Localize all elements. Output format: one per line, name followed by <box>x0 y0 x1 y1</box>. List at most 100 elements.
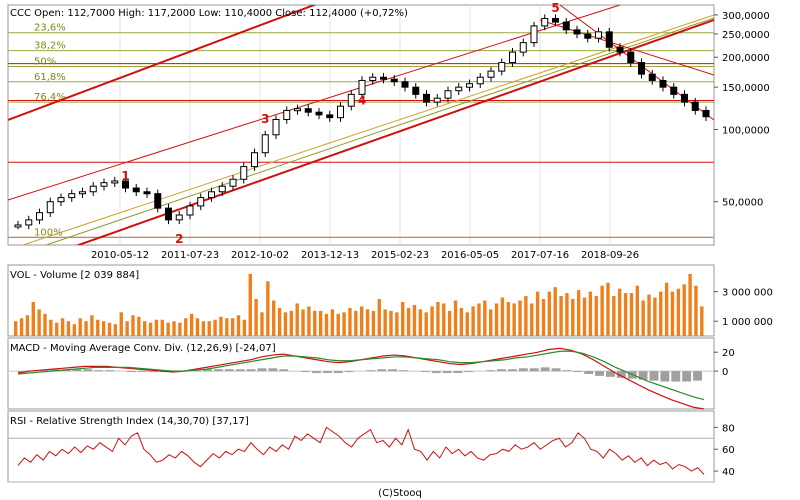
volume-bar <box>553 287 557 336</box>
volume-bar <box>483 300 487 336</box>
macd-histogram-bar <box>442 371 452 374</box>
volume-bar <box>207 321 211 336</box>
wave-label: 5 <box>551 1 559 15</box>
fibonacci-label: 50% <box>34 56 56 67</box>
x-tick-label: 2015-02-23 <box>371 250 429 261</box>
volume-bar <box>266 281 270 336</box>
volume-bar <box>324 313 329 336</box>
macd-histogram-bar <box>224 369 234 372</box>
candle-body <box>14 224 22 228</box>
candle-body <box>229 178 237 187</box>
macd-histogram-bar <box>105 370 114 372</box>
volume-bar <box>318 310 323 336</box>
fibonacci-label: 100% <box>34 227 63 238</box>
volume-bar <box>535 291 540 336</box>
trend-line <box>8 5 621 201</box>
macd-histogram-bar <box>682 371 692 382</box>
volume-bar <box>184 318 188 336</box>
volume-bar <box>37 309 41 336</box>
macd-histogram-bar <box>333 371 343 374</box>
volume-bar <box>594 296 598 336</box>
candle-body <box>487 70 495 78</box>
volume-bar <box>277 307 282 336</box>
macd-histogram-bar <box>344 371 354 373</box>
volume-bar <box>272 300 276 336</box>
candle-body <box>165 207 172 221</box>
macd-histogram-bar <box>257 368 267 372</box>
volume-bar <box>559 296 563 336</box>
volume-bar <box>641 300 645 336</box>
volume-bar <box>14 321 18 336</box>
candle-body <box>79 191 86 195</box>
volume-bar <box>248 273 252 336</box>
candle-body <box>476 76 484 85</box>
volume-bar <box>606 282 610 336</box>
candle-body <box>573 29 581 35</box>
volume-bar <box>66 321 71 336</box>
candle-body <box>186 205 194 216</box>
volume-bar <box>260 312 264 336</box>
candle-body <box>627 51 635 64</box>
candle-body <box>519 42 527 53</box>
candle-body <box>100 182 108 187</box>
macd-histogram-bar <box>377 369 387 372</box>
volume-bar <box>465 312 469 336</box>
fibonacci-label: 61,8% <box>34 72 66 83</box>
candle-body <box>670 86 678 95</box>
macd-histogram-bar <box>279 369 289 372</box>
candle-body <box>498 62 506 72</box>
macd-histogram-bar <box>562 370 572 372</box>
volume-bar <box>401 301 405 336</box>
macd-tick-label: 0 <box>722 367 728 378</box>
wave-label: 1 <box>121 169 129 183</box>
macd-histogram-bar <box>464 371 474 373</box>
volume-bar <box>55 322 59 336</box>
candle-body <box>433 97 441 103</box>
macd-histogram-bar <box>606 371 615 377</box>
volume-bar <box>25 315 30 336</box>
volume-bar <box>148 322 153 336</box>
price-tick-label: 250,0000 <box>722 30 770 41</box>
candle-body <box>283 109 291 121</box>
candle-body <box>423 93 430 103</box>
volume-bar <box>612 296 616 336</box>
macd-histogram-bar <box>671 371 681 382</box>
macd-histogram-bar <box>322 371 332 374</box>
candle-body <box>36 212 43 221</box>
volume-bar <box>694 285 698 336</box>
macd-histogram-bar <box>268 368 278 372</box>
volume-bar <box>670 291 675 336</box>
volume-bar <box>60 318 65 336</box>
volume-bar <box>512 303 516 336</box>
macd-histogram-bar <box>540 367 550 372</box>
volume-bar <box>84 321 88 336</box>
macd-histogram-bar <box>192 370 202 372</box>
volume-bar <box>354 310 358 336</box>
macd-histogram-bar <box>508 369 517 372</box>
volume-bar <box>383 309 387 336</box>
macd-histogram-bar <box>246 369 256 372</box>
macd-histogram-bar <box>573 371 583 373</box>
wave-label: 4 <box>358 93 366 107</box>
volume-bar <box>459 307 464 336</box>
volume-bar <box>131 315 135 336</box>
candle-body <box>154 193 162 209</box>
volume-bar <box>19 318 24 336</box>
volume-bar <box>489 309 493 336</box>
candle-body <box>530 25 538 44</box>
fibonacci-label: 76,4% <box>34 92 66 103</box>
volume-bar <box>588 291 593 336</box>
volume-bar <box>348 307 352 336</box>
macd-histogram-bar <box>693 371 702 381</box>
volume-bar <box>635 285 639 336</box>
macd-histogram-bar <box>518 368 528 372</box>
macd-histogram-bar <box>366 370 376 372</box>
macd-histogram-bar <box>497 369 506 372</box>
candle-body <box>466 83 473 88</box>
volume-bar <box>547 291 552 336</box>
macd-histogram-bar <box>148 371 158 373</box>
candle-body <box>261 134 269 154</box>
candle-body <box>25 219 33 226</box>
candle-body <box>111 180 119 184</box>
